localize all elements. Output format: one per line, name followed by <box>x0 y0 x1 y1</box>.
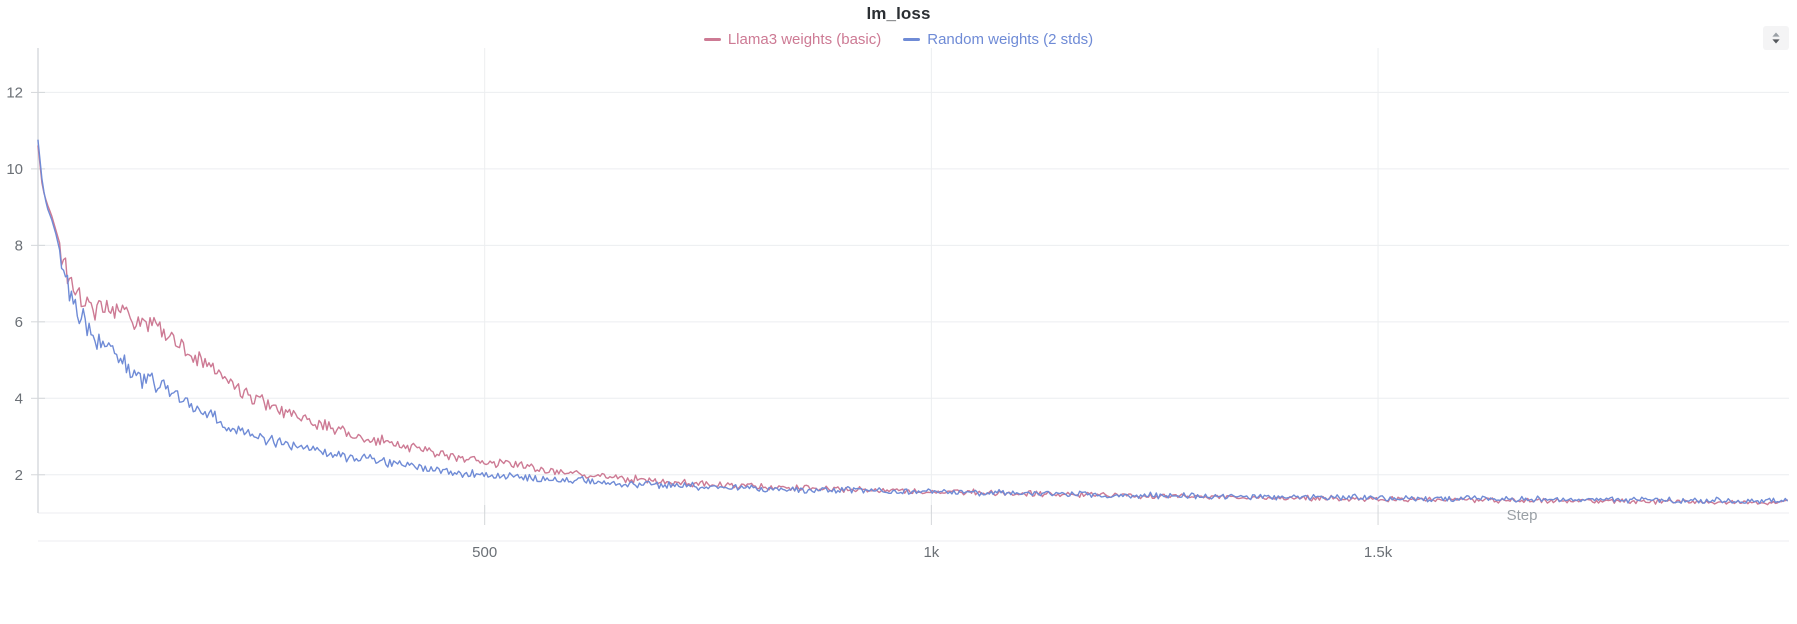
page-title: lm_loss <box>866 4 931 23</box>
x-axis-title: Step <box>1507 507 1538 524</box>
y-tick-label: 12 <box>6 84 23 101</box>
y-tick-label: 2 <box>15 467 23 484</box>
x-tick-label: 500 <box>472 544 497 561</box>
y-tick-label: 6 <box>15 314 23 331</box>
y-tick-label: 10 <box>6 161 23 178</box>
series-layer <box>37 139 1788 506</box>
x-tick-label: 1.5k <box>1364 544 1393 561</box>
series-line-llama3 <box>37 145 1788 506</box>
chevron-up-down-icon <box>1772 32 1780 44</box>
gridlines-layer <box>37 48 1789 542</box>
ticks-layer <box>31 91 1379 525</box>
legend-swatch-llama3 <box>703 38 721 41</box>
legend-swatch-random <box>903 38 921 41</box>
series-line-random <box>37 139 1788 505</box>
legend-label-llama3: Llama3 weights (basic) <box>727 31 882 48</box>
legend-item-llama3[interactable]: Llama3 weights (basic) <box>703 31 882 48</box>
legend-label-random: Random weights (2 stds) <box>927 31 1094 48</box>
panel-sort-toggle-button[interactable] <box>1763 26 1789 50</box>
axis-labels-layer: 12 10 8 6 4 2 500 1k 1.5k Step <box>6 84 1537 561</box>
x-tick-label: 1k <box>923 544 939 561</box>
y-tick-label: 4 <box>15 390 23 407</box>
legend-item-random[interactable]: Random weights (2 stds) <box>903 31 1093 48</box>
y-tick-label: 8 <box>15 237 23 254</box>
chart-legend: Llama3 weights (basic) Random weights (2… <box>0 31 1797 48</box>
